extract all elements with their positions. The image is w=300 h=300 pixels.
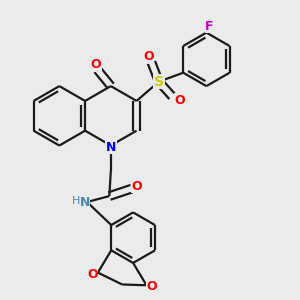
Text: S: S [154,75,164,88]
Text: O: O [132,180,142,193]
Text: H: H [72,196,80,206]
Text: N: N [106,140,116,154]
Text: O: O [174,94,185,106]
Text: O: O [87,268,98,281]
Text: O: O [143,50,154,64]
Text: N: N [80,196,90,208]
Text: O: O [146,280,157,293]
Text: O: O [91,58,101,71]
Text: F: F [205,20,214,33]
